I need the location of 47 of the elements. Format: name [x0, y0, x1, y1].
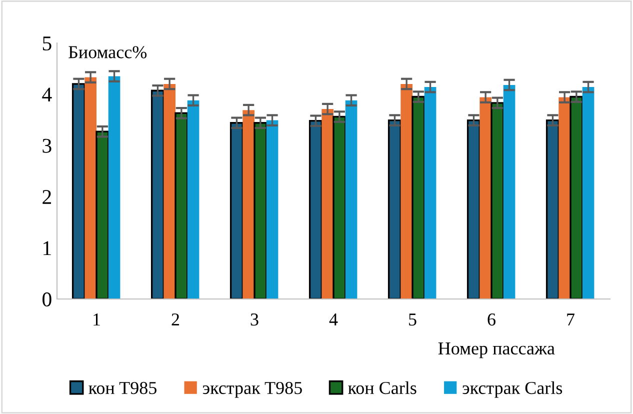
x-axis-title: Номер пассажа	[438, 342, 555, 358]
bar	[345, 100, 358, 299]
y-tick-label: 3	[42, 138, 52, 153]
legend-label: экстрак T985	[202, 382, 302, 398]
bar	[72, 83, 86, 299]
bar	[164, 84, 176, 299]
x-tick-label: 5	[409, 314, 416, 326]
x-tick-label: 3	[250, 313, 258, 326]
bar	[570, 96, 584, 299]
bar	[96, 130, 110, 299]
x-tick-label: 4	[329, 314, 338, 326]
legend-label: кон Carls	[348, 381, 416, 394]
bar	[322, 109, 334, 299]
bar	[503, 84, 516, 299]
bar	[466, 119, 480, 299]
bar	[480, 97, 492, 299]
bar	[546, 119, 560, 299]
bar	[388, 119, 402, 299]
x-tick-label: 2	[172, 313, 180, 326]
x-tick-label: 6	[488, 313, 496, 326]
y-tick-label: 1	[44, 241, 51, 256]
bar	[490, 102, 504, 299]
bar	[412, 96, 426, 299]
legend-label: кон T985	[88, 382, 156, 394]
legend-label: экстрак Carls	[462, 381, 562, 398]
bar	[400, 84, 412, 299]
y-tick-label: 4	[42, 88, 52, 102]
y-tick-label: 5	[42, 36, 52, 50]
y-axis-title: Биомасс%	[68, 46, 147, 58]
bar	[558, 97, 570, 299]
bar	[174, 112, 188, 299]
bar	[332, 116, 346, 299]
bar	[424, 87, 436, 299]
bar	[582, 87, 594, 299]
bar	[84, 77, 96, 299]
bar	[150, 90, 164, 299]
bar	[254, 122, 268, 299]
x-tick-label: 7	[567, 314, 574, 326]
bar	[242, 110, 254, 299]
bar	[308, 120, 322, 299]
y-tick-label: 0	[42, 292, 52, 306]
bar	[187, 100, 200, 299]
x-tick-label: 1	[94, 314, 100, 326]
bar	[266, 120, 278, 299]
y-tick-label: 2	[42, 190, 51, 204]
bar	[108, 76, 120, 299]
bar	[230, 122, 244, 299]
